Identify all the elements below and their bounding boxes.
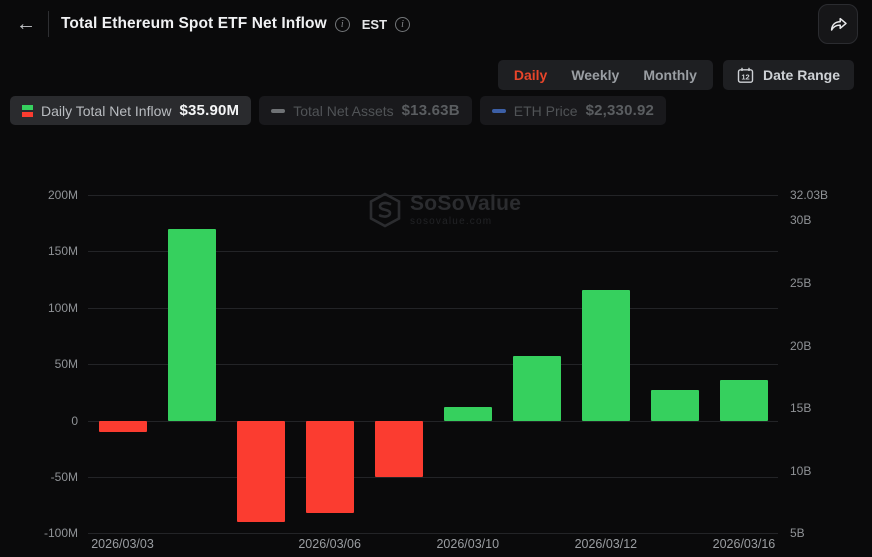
- back-button[interactable]: ←: [12, 10, 40, 38]
- share-button[interactable]: [818, 4, 858, 44]
- calendar-icon: 12: [737, 67, 754, 83]
- bar[interactable]: [650, 390, 699, 421]
- legend-item-total-net-assets[interactable]: Total Net Assets $13.63B: [259, 96, 472, 125]
- gray-dash-swatch-icon: [271, 108, 286, 113]
- date-range-label: Date Range: [762, 67, 840, 83]
- bar[interactable]: [443, 407, 492, 421]
- y-axis-right-tick: 32.03B: [790, 188, 829, 202]
- title-info-icon[interactable]: i: [334, 16, 350, 32]
- y-axis-right-tick: 20B: [790, 338, 812, 353]
- y-axis-right-tick: 10B: [790, 463, 812, 478]
- tab-monthly[interactable]: Monthly: [643, 67, 697, 83]
- timezone-info-icon[interactable]: i: [395, 16, 411, 32]
- legend-label: Total Net Assets: [293, 102, 394, 119]
- x-axis-tick: 2026/03/16: [712, 537, 776, 551]
- controls-row: Daily Weekly Monthly 12 Date Range: [497, 60, 854, 90]
- legend-value: $2,330.92: [585, 102, 655, 119]
- gridline: [88, 533, 778, 535]
- tab-daily[interactable]: Daily: [513, 67, 548, 83]
- y-axis-right-tick: 30B: [790, 213, 812, 228]
- y-axis-left-tick: -100M: [43, 526, 78, 541]
- legend-row: Daily Total Net Inflow $35.90M Total Net…: [10, 96, 667, 125]
- gridline: [88, 195, 778, 196]
- bar[interactable]: [236, 420, 285, 523]
- timezone-label: EST: [361, 16, 388, 32]
- bar[interactable]: [581, 289, 630, 421]
- gridline: [88, 307, 778, 309]
- y-axis-right-tick: 25B: [790, 276, 812, 290]
- svg-text:12: 12: [741, 72, 749, 81]
- gridline: [88, 251, 778, 253]
- x-axis-tick: 2026/03/06: [298, 537, 361, 551]
- y-axis-left-tick: -50M: [50, 470, 78, 484]
- green-red-swatch-icon: [22, 104, 33, 117]
- y-axis-left-tick: 200M: [47, 188, 78, 202]
- header-divider: [48, 11, 49, 37]
- bar[interactable]: [374, 420, 423, 477]
- bar[interactable]: [719, 380, 768, 421]
- legend-label: Daily Total Net Inflow: [41, 102, 172, 119]
- y-axis-right-tick: 5B: [790, 526, 805, 541]
- bar[interactable]: [98, 420, 147, 432]
- gridline: [88, 420, 778, 422]
- x-axis-tick: 2026/03/10: [436, 537, 500, 551]
- legend-item-eth-price[interactable]: ETH Price $2,330.92: [479, 96, 667, 125]
- bar[interactable]: [167, 228, 216, 421]
- blue-dash-swatch-icon: [491, 108, 506, 113]
- bar[interactable]: [512, 356, 561, 421]
- y-axis-left-tick: 50M: [54, 357, 78, 372]
- x-axis-tick: 2026/03/12: [574, 537, 638, 551]
- bar[interactable]: [305, 420, 354, 514]
- gridline: [88, 477, 778, 478]
- header: ← Total Ethereum Spot ETF Net Inflow i E…: [0, 0, 872, 48]
- legend-value: $13.63B: [401, 102, 460, 119]
- legend-value: $35.90M: [179, 102, 240, 119]
- page-title: Total Ethereum Spot ETF Net Inflow: [61, 15, 327, 32]
- y-axis-left-tick: 150M: [47, 244, 78, 259]
- y-axis-left-tick: 0: [71, 413, 78, 428]
- x-axis-tick: 2026/03/03: [91, 537, 154, 551]
- period-tab-group: Daily Weekly Monthly: [497, 60, 713, 90]
- legend-item-daily-net-inflow[interactable]: Daily Total Net Inflow $35.90M: [10, 96, 252, 125]
- share-arrow-icon: [830, 17, 847, 31]
- date-range-button[interactable]: 12 Date Range: [722, 60, 854, 90]
- tab-weekly[interactable]: Weekly: [571, 67, 620, 83]
- y-axis-left-tick: 100M: [47, 300, 78, 315]
- y-axis-right-tick: 15B: [790, 401, 812, 416]
- legend-label: ETH Price: [513, 102, 578, 119]
- gridline: [88, 364, 778, 366]
